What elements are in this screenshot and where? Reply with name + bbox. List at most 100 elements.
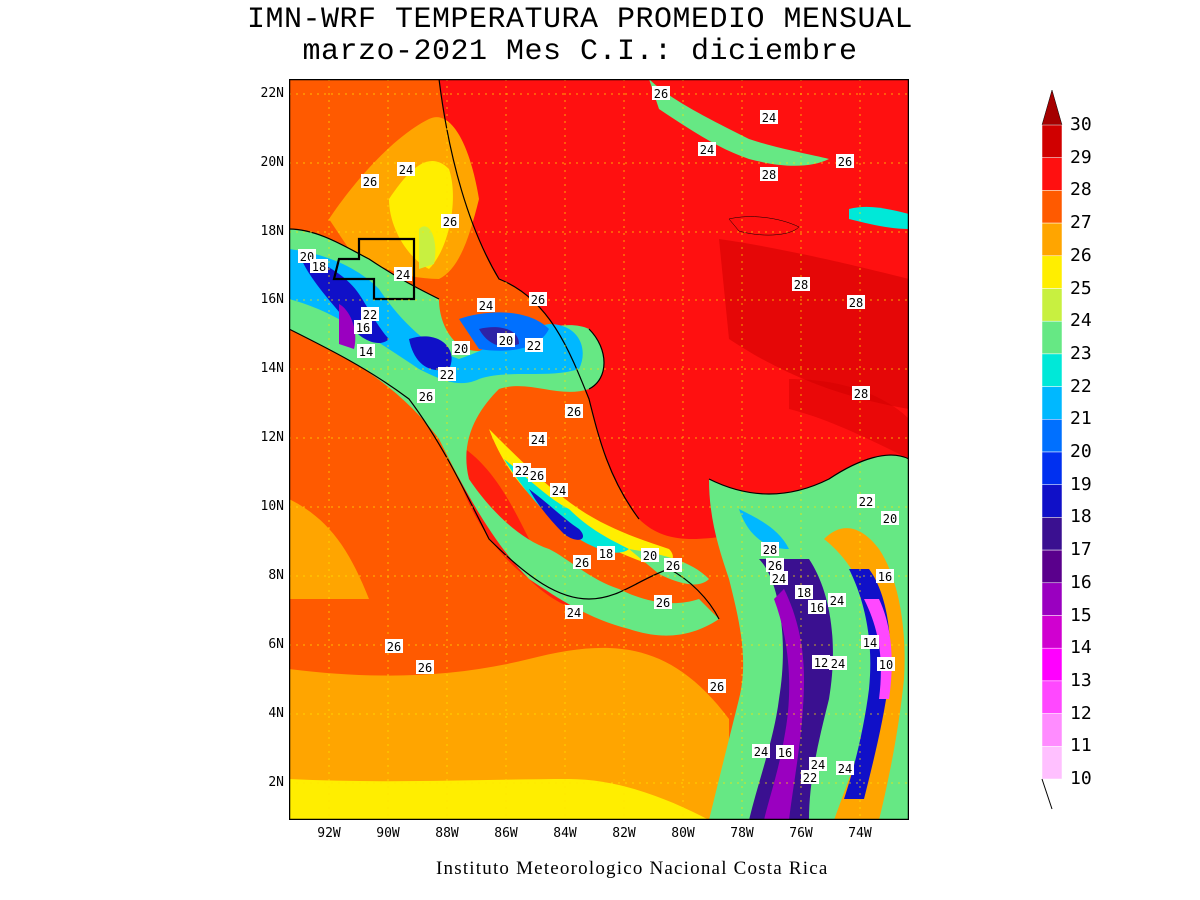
svg-text:24: 24 — [479, 299, 493, 313]
colorbar-level-label: 24 — [1070, 310, 1092, 332]
svg-text:22: 22 — [859, 495, 873, 509]
colorbar-swatch — [1041, 549, 1063, 584]
svg-text:22: 22 — [363, 308, 377, 322]
lon-tick-label: 88W — [435, 826, 459, 841]
contour-label: 24 — [529, 432, 547, 447]
contour-label: 26 — [573, 555, 591, 570]
contour-label: 22 — [361, 307, 379, 322]
svg-text:24: 24 — [396, 268, 410, 282]
svg-text:24: 24 — [567, 606, 581, 620]
colorbar-swatch — [1041, 124, 1063, 158]
colorbar-level-label: 11 — [1070, 735, 1092, 757]
contour-label: 24 — [565, 605, 583, 620]
colorbar-level-label: 15 — [1070, 604, 1092, 626]
colorbar-level-label: 28 — [1070, 179, 1092, 201]
svg-text:20: 20 — [499, 334, 513, 348]
svg-text:28: 28 — [849, 296, 863, 310]
colorbar-swatch — [1041, 320, 1063, 355]
contour-label: 20 — [881, 511, 899, 526]
svg-text:24: 24 — [552, 484, 566, 498]
colorbar-swatch — [1041, 451, 1063, 485]
contour-label: 24 — [477, 298, 495, 313]
contour-label: 18 — [795, 585, 813, 600]
contour-label: 16 — [808, 600, 826, 615]
svg-text:24: 24 — [700, 143, 714, 157]
colorbar-level-label: 12 — [1070, 702, 1092, 724]
svg-text:26: 26 — [666, 559, 680, 573]
svg-text:18: 18 — [312, 260, 326, 274]
contour-label: 28 — [760, 167, 778, 182]
lat-tick-label: 22N — [260, 86, 284, 101]
colorbar-level-label: 18 — [1070, 506, 1092, 528]
contour-label: 16 — [354, 320, 372, 335]
svg-text:20: 20 — [883, 512, 897, 526]
colorbar-swatch — [1041, 484, 1063, 518]
svg-text:28: 28 — [794, 278, 808, 292]
colorbar-level-label: 26 — [1070, 244, 1092, 266]
contour-label: 10 — [877, 657, 895, 672]
colorbar-tail — [1041, 778, 1053, 810]
colorbar-swatch — [1041, 647, 1063, 682]
map-frame — [289, 79, 909, 820]
svg-text:28: 28 — [763, 543, 777, 557]
map-subtitle: marzo-2021 Mes C.I.: diciembre — [302, 35, 858, 69]
colorbar-level-label: 25 — [1070, 277, 1092, 299]
lat-tick-label: 12N — [260, 430, 284, 445]
svg-text:24: 24 — [838, 762, 852, 776]
svg-text:26: 26 — [710, 680, 724, 694]
colorbar-level-label: 23 — [1070, 342, 1092, 364]
lat-tick-label: 18N — [260, 224, 284, 239]
contour-label: 28 — [761, 542, 779, 557]
svg-text:22: 22 — [803, 771, 817, 785]
contour-label: 24 — [770, 571, 788, 586]
land-hispaniola — [849, 206, 909, 229]
colorbar-level-label: 21 — [1070, 408, 1092, 430]
colorbar-level-label: 10 — [1070, 768, 1092, 789]
lon-tick-label: 90W — [376, 826, 400, 841]
contour-label: 26 — [565, 404, 583, 419]
contour-label: 20 — [452, 341, 470, 356]
contour-label: 14 — [861, 635, 879, 650]
lat-tick-label: 10N — [260, 499, 284, 514]
lat-tick-label: 4N — [268, 706, 284, 721]
lat-tick-label: 14N — [260, 361, 284, 376]
svg-text:26: 26 — [418, 661, 432, 675]
contour-label: 18 — [597, 546, 615, 561]
contour-label: 22 — [525, 338, 543, 353]
land-cuba — [649, 79, 829, 166]
contour-label: 22 — [438, 367, 456, 382]
colorbar-level-label: 14 — [1070, 637, 1092, 659]
colorbar-level-label: 29 — [1070, 146, 1092, 168]
colorbar-level-label: 30 — [1070, 114, 1092, 135]
country-borders — [332, 237, 416, 301]
svg-text:10: 10 — [879, 658, 893, 672]
svg-text:22: 22 — [515, 464, 529, 478]
colorbar-swatch — [1041, 680, 1063, 714]
contour-label: 18 — [310, 259, 328, 274]
contour-label: 20 — [641, 548, 659, 563]
contour-label: 24 — [397, 162, 415, 177]
colorbar-swatch — [1041, 713, 1063, 747]
colorbar-swatch — [1041, 386, 1063, 420]
colorbar-arrow — [1041, 90, 1063, 126]
contour-label: 24 — [752, 744, 770, 759]
contour-label: 24 — [829, 656, 847, 671]
lon-tick-label: 92W — [317, 826, 341, 841]
caribbean-warm-zone — [439, 79, 909, 539]
svg-text:26: 26 — [768, 559, 782, 573]
svg-text:26: 26 — [363, 175, 377, 189]
contour-label: 28 — [852, 386, 870, 401]
colorbar-swatch — [1041, 157, 1063, 191]
colorbar-level-label: 27 — [1070, 212, 1092, 234]
svg-text:24: 24 — [830, 594, 844, 608]
svg-text:28: 28 — [762, 168, 776, 182]
svg-text:22: 22 — [527, 339, 541, 353]
contour-label: 26 — [766, 558, 784, 573]
lat-tick-label: 6N — [268, 637, 284, 652]
contour-label: 14 — [357, 344, 375, 359]
lat-tick-label: 16N — [260, 292, 284, 307]
svg-text:24: 24 — [399, 163, 413, 177]
svg-text:24: 24 — [772, 572, 786, 586]
contour-label: 28 — [792, 277, 810, 292]
